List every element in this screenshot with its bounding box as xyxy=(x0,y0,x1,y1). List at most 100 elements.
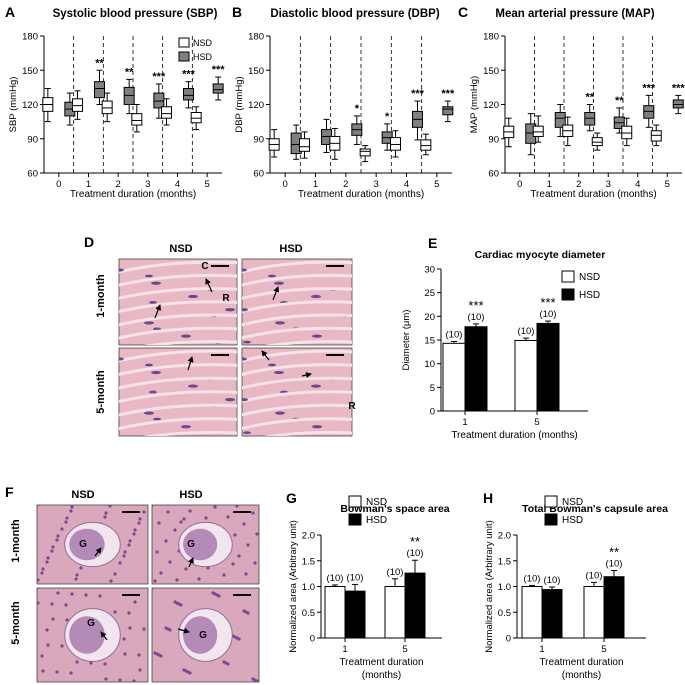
legend-label-nsd: NSD xyxy=(193,38,213,48)
nucleus xyxy=(50,602,54,606)
nucleus xyxy=(37,601,40,605)
nucleus xyxy=(304,445,312,448)
bar-nsd: (10) xyxy=(514,326,538,412)
bar-hsd: (10) xyxy=(541,575,563,639)
nucleus xyxy=(151,281,161,285)
nucleus xyxy=(84,593,88,597)
fiber-gap xyxy=(242,363,352,376)
fiber-gap xyxy=(119,260,237,274)
box-iqr xyxy=(672,99,684,109)
fiber-gap xyxy=(242,403,352,417)
significance-mark: *** xyxy=(672,82,685,94)
y-axis-label: MAP (mmHg) xyxy=(469,76,480,133)
y-tick-label: 0.5 xyxy=(302,608,315,619)
nucleus xyxy=(312,425,322,429)
nucleus xyxy=(138,668,142,672)
nucleus xyxy=(127,611,131,615)
nucleus xyxy=(128,626,132,630)
y-axis-label: Normalized area (Arbitrary unit) xyxy=(484,520,495,653)
nucleus xyxy=(152,588,154,590)
arrow-annotation xyxy=(94,547,102,557)
fiber-gap xyxy=(242,260,352,274)
micrograph-texture xyxy=(37,588,146,682)
x-axis-label: Treatment duration xyxy=(339,657,423,668)
bar-hsd: (10) xyxy=(464,312,488,412)
panel-title: Cardiac myocyte diameter xyxy=(475,249,606,261)
nucleus xyxy=(231,562,235,566)
legend-label-hsd: HSD xyxy=(579,290,600,301)
nucleus xyxy=(104,677,108,681)
box-hsd xyxy=(672,94,684,115)
nucleus xyxy=(188,294,198,299)
nucleus xyxy=(56,591,60,595)
box-nsd xyxy=(161,98,172,126)
bar-nsd: (10) xyxy=(384,567,406,639)
y-tick-label: 60 xyxy=(253,169,264,180)
nucleus xyxy=(242,522,246,526)
fiber-gap xyxy=(119,326,237,340)
panel-title: Mean arterial pressure (MAP) xyxy=(495,8,654,20)
y-tick-label: 5 xyxy=(430,383,435,394)
x-axis-label: Treatment duration xyxy=(539,657,623,668)
nucleus xyxy=(275,321,285,325)
bar-hsd: (10) xyxy=(536,309,560,412)
box-iqr xyxy=(131,113,143,126)
x-tick-label: 4 xyxy=(404,179,409,190)
nucleus xyxy=(226,515,230,519)
panel-letter: A xyxy=(5,4,15,20)
nucleus xyxy=(41,669,45,673)
arrow-annotation xyxy=(261,350,270,361)
nucleus xyxy=(98,594,102,598)
nucleus xyxy=(153,579,157,583)
fiber-gap xyxy=(119,363,237,376)
x-tick-label: 1 xyxy=(539,644,544,655)
nucleus xyxy=(56,534,60,538)
nucleus xyxy=(142,627,146,631)
structure-label: R xyxy=(222,293,230,304)
glomerulus xyxy=(69,616,105,654)
nucleus xyxy=(188,384,198,388)
nucleus xyxy=(242,398,248,402)
micrograph-F-3 xyxy=(151,587,260,683)
nucleus xyxy=(204,516,208,520)
x-axis-label: Treatment duration (months) xyxy=(70,189,196,200)
nucleus xyxy=(239,439,249,442)
nucleus xyxy=(145,363,153,367)
fiber-gap xyxy=(119,403,237,417)
significance-mark: ** xyxy=(125,66,134,78)
y-tick-label: 1.0 xyxy=(302,582,315,593)
nucleus xyxy=(60,644,64,648)
arrow-annotation xyxy=(301,372,312,379)
nucleus xyxy=(118,561,122,565)
box-hsd xyxy=(643,94,655,128)
x-tick-label: 2 xyxy=(576,179,581,190)
box-nsd xyxy=(268,129,280,158)
nucleus xyxy=(69,671,73,675)
panel-B: B Diastolic blood pressure (DBP)609012015… xyxy=(232,4,455,200)
arrow-annotation xyxy=(100,631,108,641)
nucleus xyxy=(222,573,226,577)
fiber-gap xyxy=(242,326,352,340)
y-tick-label: 0.5 xyxy=(498,608,511,619)
nucleus xyxy=(173,600,177,604)
bar-hsd: (10) xyxy=(603,559,625,639)
nucleus xyxy=(197,577,201,581)
bar xyxy=(603,576,625,639)
significance-mark: ** xyxy=(585,92,594,104)
nucleus xyxy=(132,679,136,682)
y-tick-label: 120 xyxy=(22,100,38,111)
panel-F: F NSD HSD 1-month 5-month G G G G xyxy=(5,484,260,683)
x-tick-label: 5 xyxy=(205,179,210,190)
nucleus xyxy=(182,517,186,521)
nucleus xyxy=(45,560,49,564)
x-tick-label: 1 xyxy=(462,417,467,428)
nucleus xyxy=(51,617,55,621)
box-nsd xyxy=(190,106,202,131)
x-tick-label: 2 xyxy=(343,179,348,190)
arrow-annotation xyxy=(177,627,190,634)
legend-label-hsd: HSD xyxy=(366,515,387,526)
nucleus xyxy=(123,652,127,656)
x-tick-label: 3 xyxy=(145,179,150,190)
panel-C: C Mean arterial pressure (MAP)60901201501… xyxy=(458,4,685,200)
